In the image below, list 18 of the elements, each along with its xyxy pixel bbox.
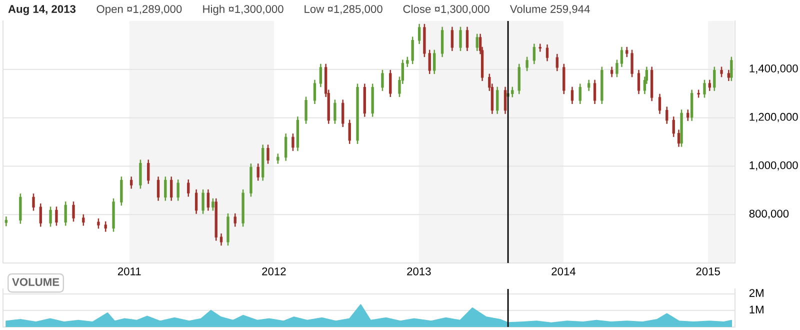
text: Close ¤1,300,000 [403, 4, 490, 14]
x-tick-label: 2015 [696, 267, 720, 276]
text: VOLUME [12, 278, 60, 286]
text: Low ¤1,285,000 [304, 5, 382, 14]
y-tick-label: 800,000 [749, 210, 789, 219]
x-tick-label: 2013 [407, 267, 431, 276]
text: Aug 14, 2013 [8, 5, 76, 16]
y-tick-label: 2M [749, 289, 764, 297]
y-tick-label: 1,000,000 [750, 161, 798, 170]
y-tick-label: 1,200,000 [750, 112, 798, 122]
y-tick-label: 1,400,000 [750, 64, 798, 74]
text: Volume 259,944 [510, 4, 590, 14]
text: Open ¤1,289,000 [96, 5, 182, 16]
text: High ¤1,300,000 [203, 4, 284, 16]
x-tick-label: 2014 [552, 267, 576, 276]
x-tick-label: 2012 [262, 267, 286, 276]
x-tick-label: 2011 [118, 267, 141, 276]
y-tick-label: 1M [750, 306, 764, 314]
